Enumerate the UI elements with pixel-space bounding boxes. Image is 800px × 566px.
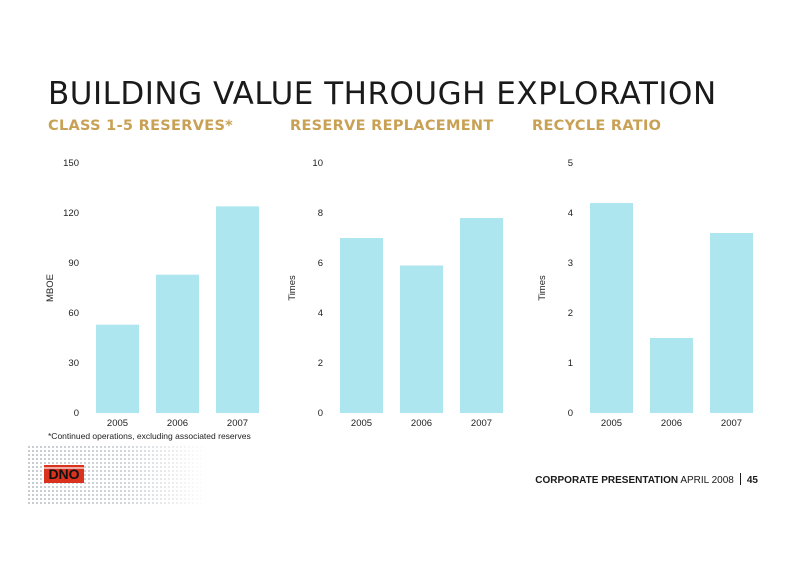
y-tick-label: 30 [68, 358, 79, 369]
footnote: *Continued operations, excluding associa… [48, 431, 251, 441]
footer-divider [739, 473, 741, 485]
page-title: BUILDING VALUE THROUGH EXPLORATION [48, 76, 717, 112]
logo-red-block [44, 465, 84, 483]
footer-presentation-label: CORPORATE PRESENTATION [535, 475, 679, 486]
page-number: 45 [746, 475, 758, 486]
x-tick-label: 2005 [351, 418, 372, 429]
bar-2006 [400, 265, 443, 413]
chart-title-replacement: RESERVE REPLACEMENT [290, 118, 494, 134]
bar-2007 [216, 206, 259, 413]
chart-title-reserves: CLASS 1-5 RESERVES* [48, 118, 234, 134]
y-tick-label: 60 [68, 308, 79, 319]
y-tick-label: 90 [68, 258, 79, 269]
dno-logo: DNO [28, 446, 208, 504]
chart-title-recycle: RECYCLE RATIO [532, 118, 662, 134]
y-tick-label: 2 [568, 308, 573, 319]
chart-recycle-ratio: 0 1 2 3 4 5 Times 2005 2006 2007 [537, 158, 753, 429]
footer: CORPORATE PRESENTATION APRIL 2008 45 [535, 473, 758, 486]
bar-2006 [156, 274, 199, 413]
y-tick-label: 4 [318, 308, 323, 319]
bar-2006 [650, 338, 693, 413]
y-tick-label: 120 [63, 208, 79, 219]
bar-2007 [460, 218, 503, 413]
bar-2007 [710, 233, 753, 413]
y-tick-label: 0 [318, 408, 323, 419]
x-tick-label: 2007 [227, 418, 248, 429]
y-tick-label: 150 [63, 158, 79, 169]
chart-reserve-replacement: 0 2 4 6 8 10 Times 2005 2006 2007 [287, 158, 503, 429]
y-tick-label: 10 [312, 158, 323, 169]
y-tick-label: 8 [318, 208, 323, 219]
y-axis-label: MBOE [45, 274, 56, 302]
x-tick-label: 2005 [601, 418, 622, 429]
y-tick-label: 5 [568, 158, 573, 169]
y-axis-label: Times [287, 275, 298, 301]
bar-2005 [340, 238, 383, 413]
x-tick-label: 2007 [721, 418, 742, 429]
chart-reserves: 0 30 60 90 120 150 MBOE 2005 2006 2007 [45, 158, 259, 429]
bar-2005 [590, 203, 633, 413]
y-tick-label: 3 [568, 258, 573, 269]
y-tick-label: 0 [568, 408, 573, 419]
x-tick-label: 2007 [471, 418, 492, 429]
x-tick-label: 2006 [411, 418, 432, 429]
x-tick-label: 2006 [167, 418, 188, 429]
y-tick-label: 1 [568, 358, 573, 369]
bar-2005 [96, 324, 139, 413]
footer-date: APRIL 2008 [680, 475, 734, 486]
logo-text: DNO [48, 466, 79, 482]
y-tick-label: 6 [318, 258, 323, 269]
x-tick-label: 2006 [661, 418, 682, 429]
y-tick-label: 2 [318, 358, 323, 369]
y-tick-label: 0 [74, 408, 79, 419]
x-tick-label: 2005 [107, 418, 128, 429]
y-tick-label: 4 [568, 208, 573, 219]
y-axis-label: Times [537, 275, 548, 301]
